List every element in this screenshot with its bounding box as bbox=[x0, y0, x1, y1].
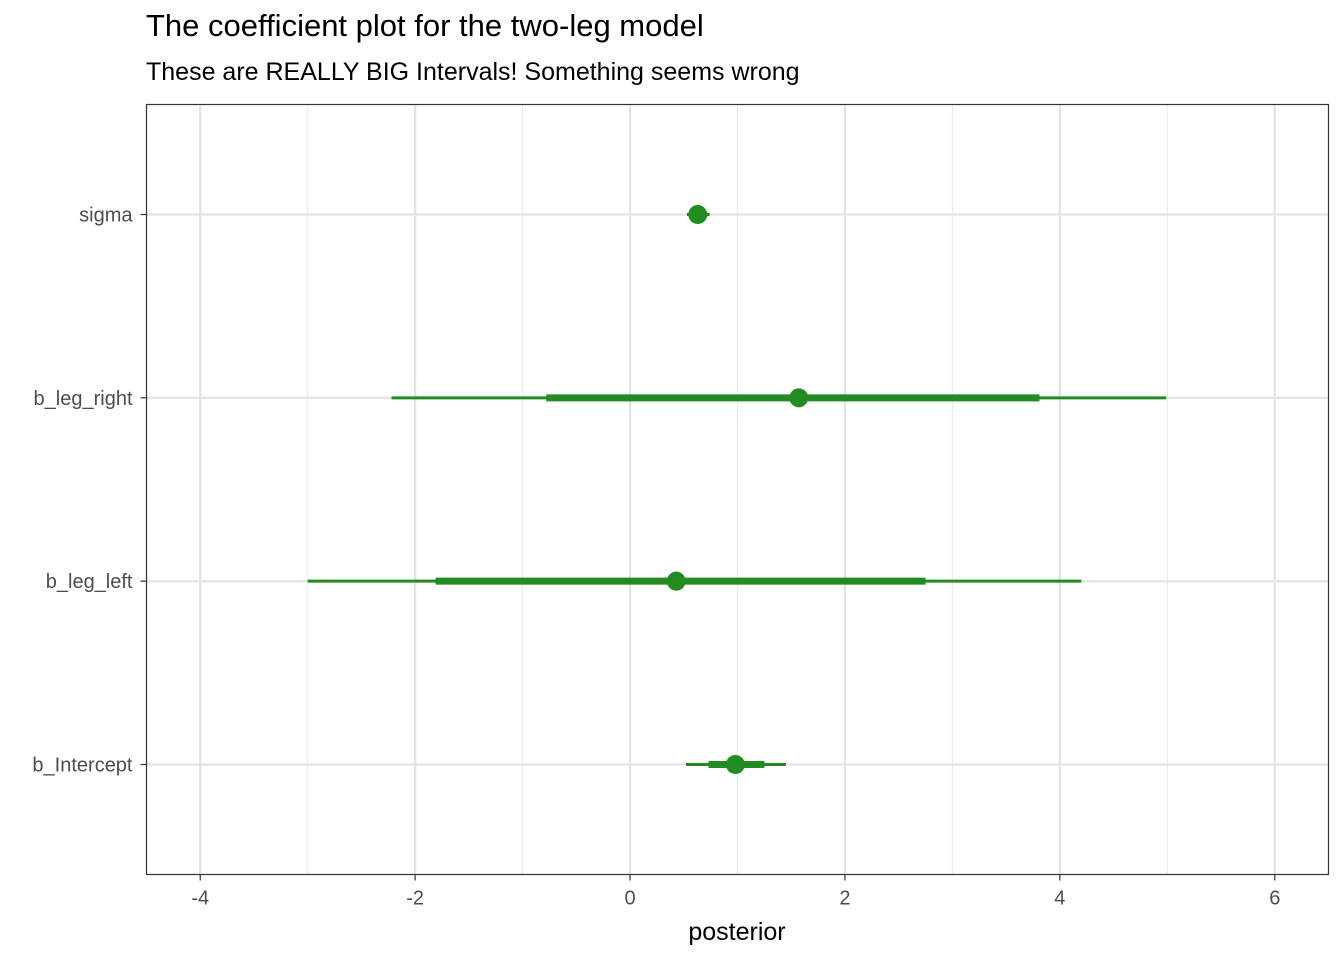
x-tick-label: 2 bbox=[839, 888, 850, 910]
y-tick-label: b_Intercept bbox=[32, 755, 133, 777]
point-estimate-sigma bbox=[688, 205, 708, 224]
point-estimate-b_leg_right bbox=[789, 388, 809, 408]
x-axis-title: posterior bbox=[688, 918, 785, 946]
x-tick-label: 4 bbox=[1054, 888, 1065, 910]
point-estimate-b_leg_left bbox=[666, 571, 686, 591]
axes: -4 -2 0 2 4 6 sigma b_leg_right b_leg_left b_Inte… bbox=[32, 205, 1280, 910]
y-tick-label: sigma bbox=[79, 205, 133, 227]
y-tick-label: b_leg_right bbox=[34, 388, 133, 410]
grid-lines bbox=[146, 104, 1329, 875]
x-tick-label: 0 bbox=[624, 888, 635, 910]
x-tick-label: -4 bbox=[191, 888, 209, 910]
chart-subtitle: These are REALLY BIG Intervals! Somethin… bbox=[146, 58, 800, 86]
panel-border bbox=[145, 103, 1330, 876]
point-estimates bbox=[666, 205, 809, 774]
x-tick-label: -2 bbox=[406, 888, 424, 910]
x-tick-label: 6 bbox=[1269, 888, 1280, 910]
chart-title: The coefficient plot for the two-leg mod… bbox=[146, 8, 704, 43]
y-tick-label: b_leg_left bbox=[46, 571, 133, 593]
point-estimate-b_Intercept bbox=[725, 755, 745, 774]
